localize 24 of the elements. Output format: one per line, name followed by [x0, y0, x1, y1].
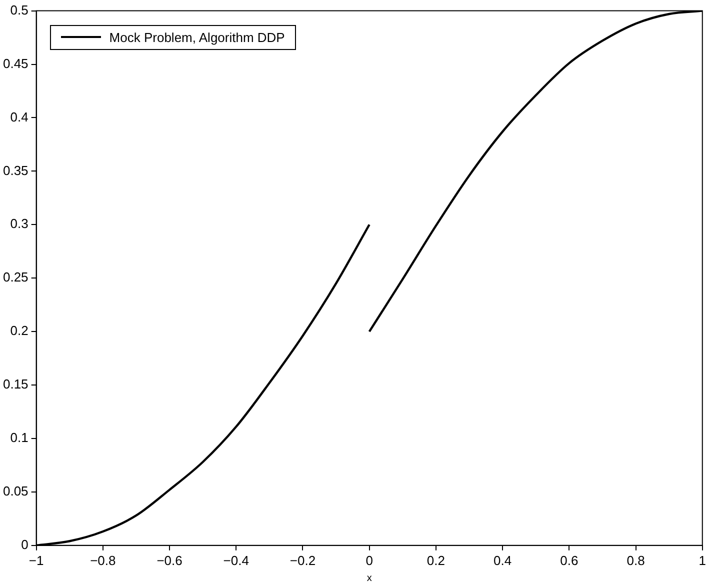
y-tick-label: 0	[21, 536, 28, 552]
y-tick-label: 0.25	[2, 270, 28, 285]
y-tick-label: 0.5	[10, 2, 28, 18]
x-tick-label: 0	[366, 552, 373, 568]
x-tick-label: 0.2	[426, 552, 445, 568]
x-tick-label: 0.6	[560, 552, 578, 568]
y-tick-label: 0.3	[10, 216, 28, 232]
y-tick-label: 0.15	[2, 376, 28, 392]
y-tick-label: 0.4	[10, 109, 28, 124]
x-tick-label: 0.8	[626, 552, 645, 568]
y-tick-label: 0.2	[10, 323, 28, 338]
x-tick-label: −1	[28, 552, 44, 568]
y-tick-label: 0.05	[2, 484, 28, 499]
legend-label: Mock Problem, Algorithm DDP	[109, 30, 285, 45]
y-tick-label: 0.1	[10, 430, 28, 446]
y-tick-label: 0.35	[2, 162, 28, 178]
x-tick-label: −0.4	[223, 552, 249, 568]
x-axis-title: x	[366, 572, 372, 584]
x-tick-label: −0.8	[90, 552, 116, 568]
x-tick-label: −0.2	[290, 552, 316, 568]
x-tick-label: 0.4	[494, 552, 512, 568]
x-tick-label: 1	[698, 552, 706, 568]
y-tick-label: 0.45	[2, 56, 28, 71]
x-tick-label: −0.6	[156, 552, 182, 568]
